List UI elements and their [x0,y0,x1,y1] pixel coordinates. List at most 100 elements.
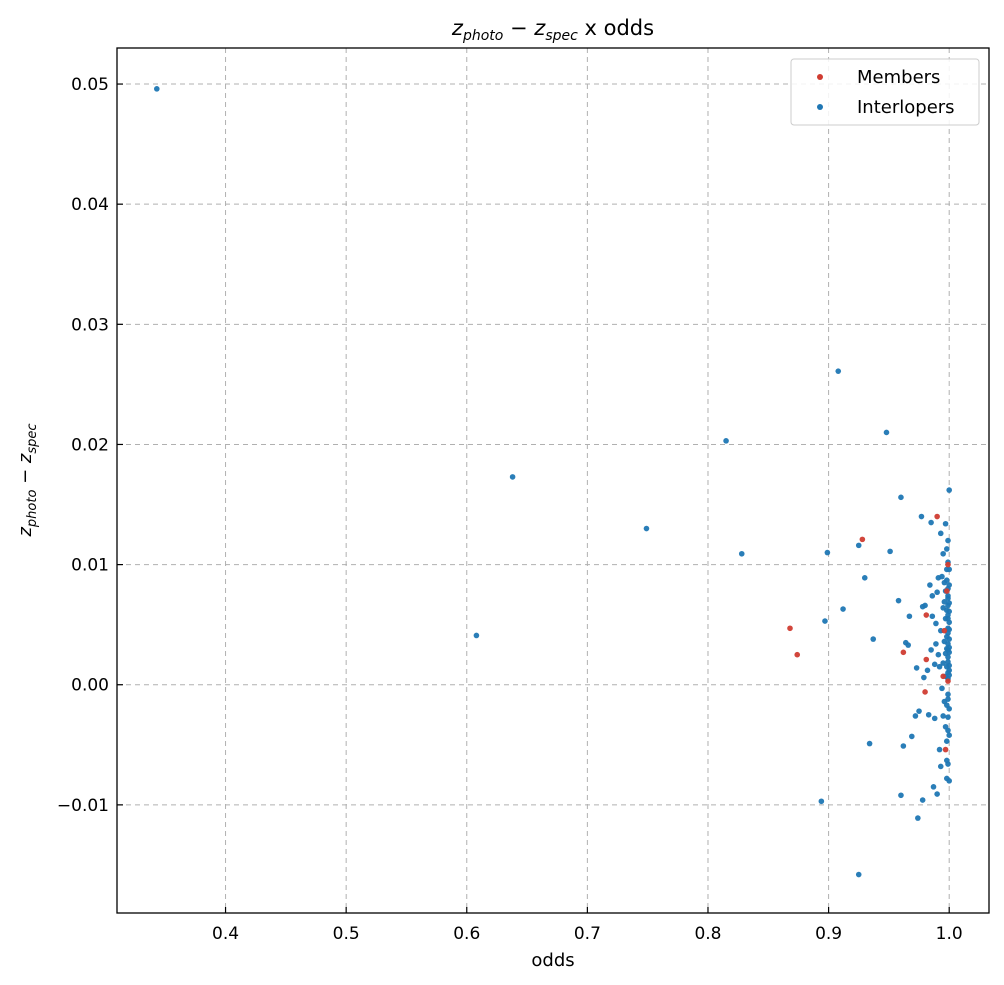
interloper-point [900,743,907,749]
interloper-point [912,713,919,719]
member-point [934,513,940,520]
interloper-point [946,582,952,588]
interloper-point [909,733,915,740]
interloper-point [931,661,938,668]
interloper-point [931,715,938,722]
interloper-point [643,525,650,532]
interloper-point [946,636,952,642]
y-tick-label: 0.00 [71,676,109,696]
legend-label-interlopers: Interlopers [857,97,955,118]
x-axis-label: odds [531,950,574,971]
interloper-point [945,537,951,544]
interloper-point [929,613,936,620]
interloper-point [946,667,952,674]
member-point [923,612,930,618]
interloper-point [939,685,945,692]
interloper-point [934,791,940,797]
x-tick-label: 1.0 [936,924,963,944]
interloper-point [919,797,926,803]
interloper-point [723,438,729,444]
y-tick-label: 0.05 [71,75,109,95]
interloper-point [946,672,952,678]
y-axis-label: zphoto − zspec [15,423,40,537]
interloper-point [942,520,949,527]
x-tick-label: 0.9 [815,924,842,944]
interloper-point [887,548,893,555]
interloper-point [946,662,952,669]
grid-layer [117,48,989,913]
interloper-point [928,519,934,526]
member-point [940,673,946,680]
interloper-point [922,602,928,609]
interloper-point [934,589,940,596]
interloper-point [870,636,877,642]
x-tick-label: 0.7 [574,924,601,944]
interloper-point [924,667,931,674]
legend-marker-members [817,74,823,80]
interloper-point [937,530,944,537]
interloper-point [939,573,945,580]
interloper-point [905,642,911,648]
interloper-point [927,582,933,588]
interloper-point [840,606,846,612]
y-tick-label: 0.02 [71,435,109,455]
interloper-point [943,546,950,552]
member-point [794,651,801,658]
legend-label-members: Members [857,67,940,88]
interloper-point [945,696,951,702]
interloper-point [937,763,944,770]
interloper-point [855,871,862,878]
y-tick-label: 0.03 [71,315,109,335]
plot-frame [116,47,990,914]
interloper-point [946,566,952,573]
interloper-point [940,713,946,719]
interloper-point [945,714,951,720]
interloper-point [916,708,922,714]
interloper-point [940,660,946,666]
member-point [941,627,948,634]
interloper-point [925,711,932,718]
interloper-point [930,784,937,790]
points-layer [154,86,952,878]
interloper-point [946,487,952,493]
interloper-point [941,599,948,605]
interloper-point [946,705,952,712]
interloper-point [738,550,745,557]
interloper-point [946,626,952,633]
interloper-point [883,429,890,436]
interloper-point [861,575,868,581]
interloper-point [943,738,950,745]
interloper-point [945,727,951,734]
interloper-point [946,732,952,738]
interloper-point [509,474,516,480]
interloper-point [913,665,920,671]
interloper-point [933,620,939,627]
interloper-point [918,513,925,520]
interloper-point [154,86,160,92]
legend-marker-interlopers [817,104,823,110]
interloper-point [898,792,904,799]
interloper-point [915,815,921,821]
interloper-point [906,613,913,620]
member-point [923,656,930,663]
legend-box [790,58,980,126]
x-tick-label: 0.6 [453,924,480,944]
y-tick-label: 0.01 [71,556,109,576]
interloper-point [855,542,862,549]
interloper-point [929,593,936,599]
interloper-point [835,368,842,374]
member-point [787,625,793,632]
interloper-point [935,651,942,658]
interloper-point [945,761,951,767]
interloper-point [946,619,952,626]
x-tick-label: 0.4 [212,924,239,944]
member-point [859,536,866,543]
interloper-point [866,740,873,747]
interloper-point [473,632,480,639]
member-point [942,746,949,753]
x-tick-label: 0.8 [694,924,721,944]
interloper-point [940,550,946,557]
interloper-point [818,798,825,805]
